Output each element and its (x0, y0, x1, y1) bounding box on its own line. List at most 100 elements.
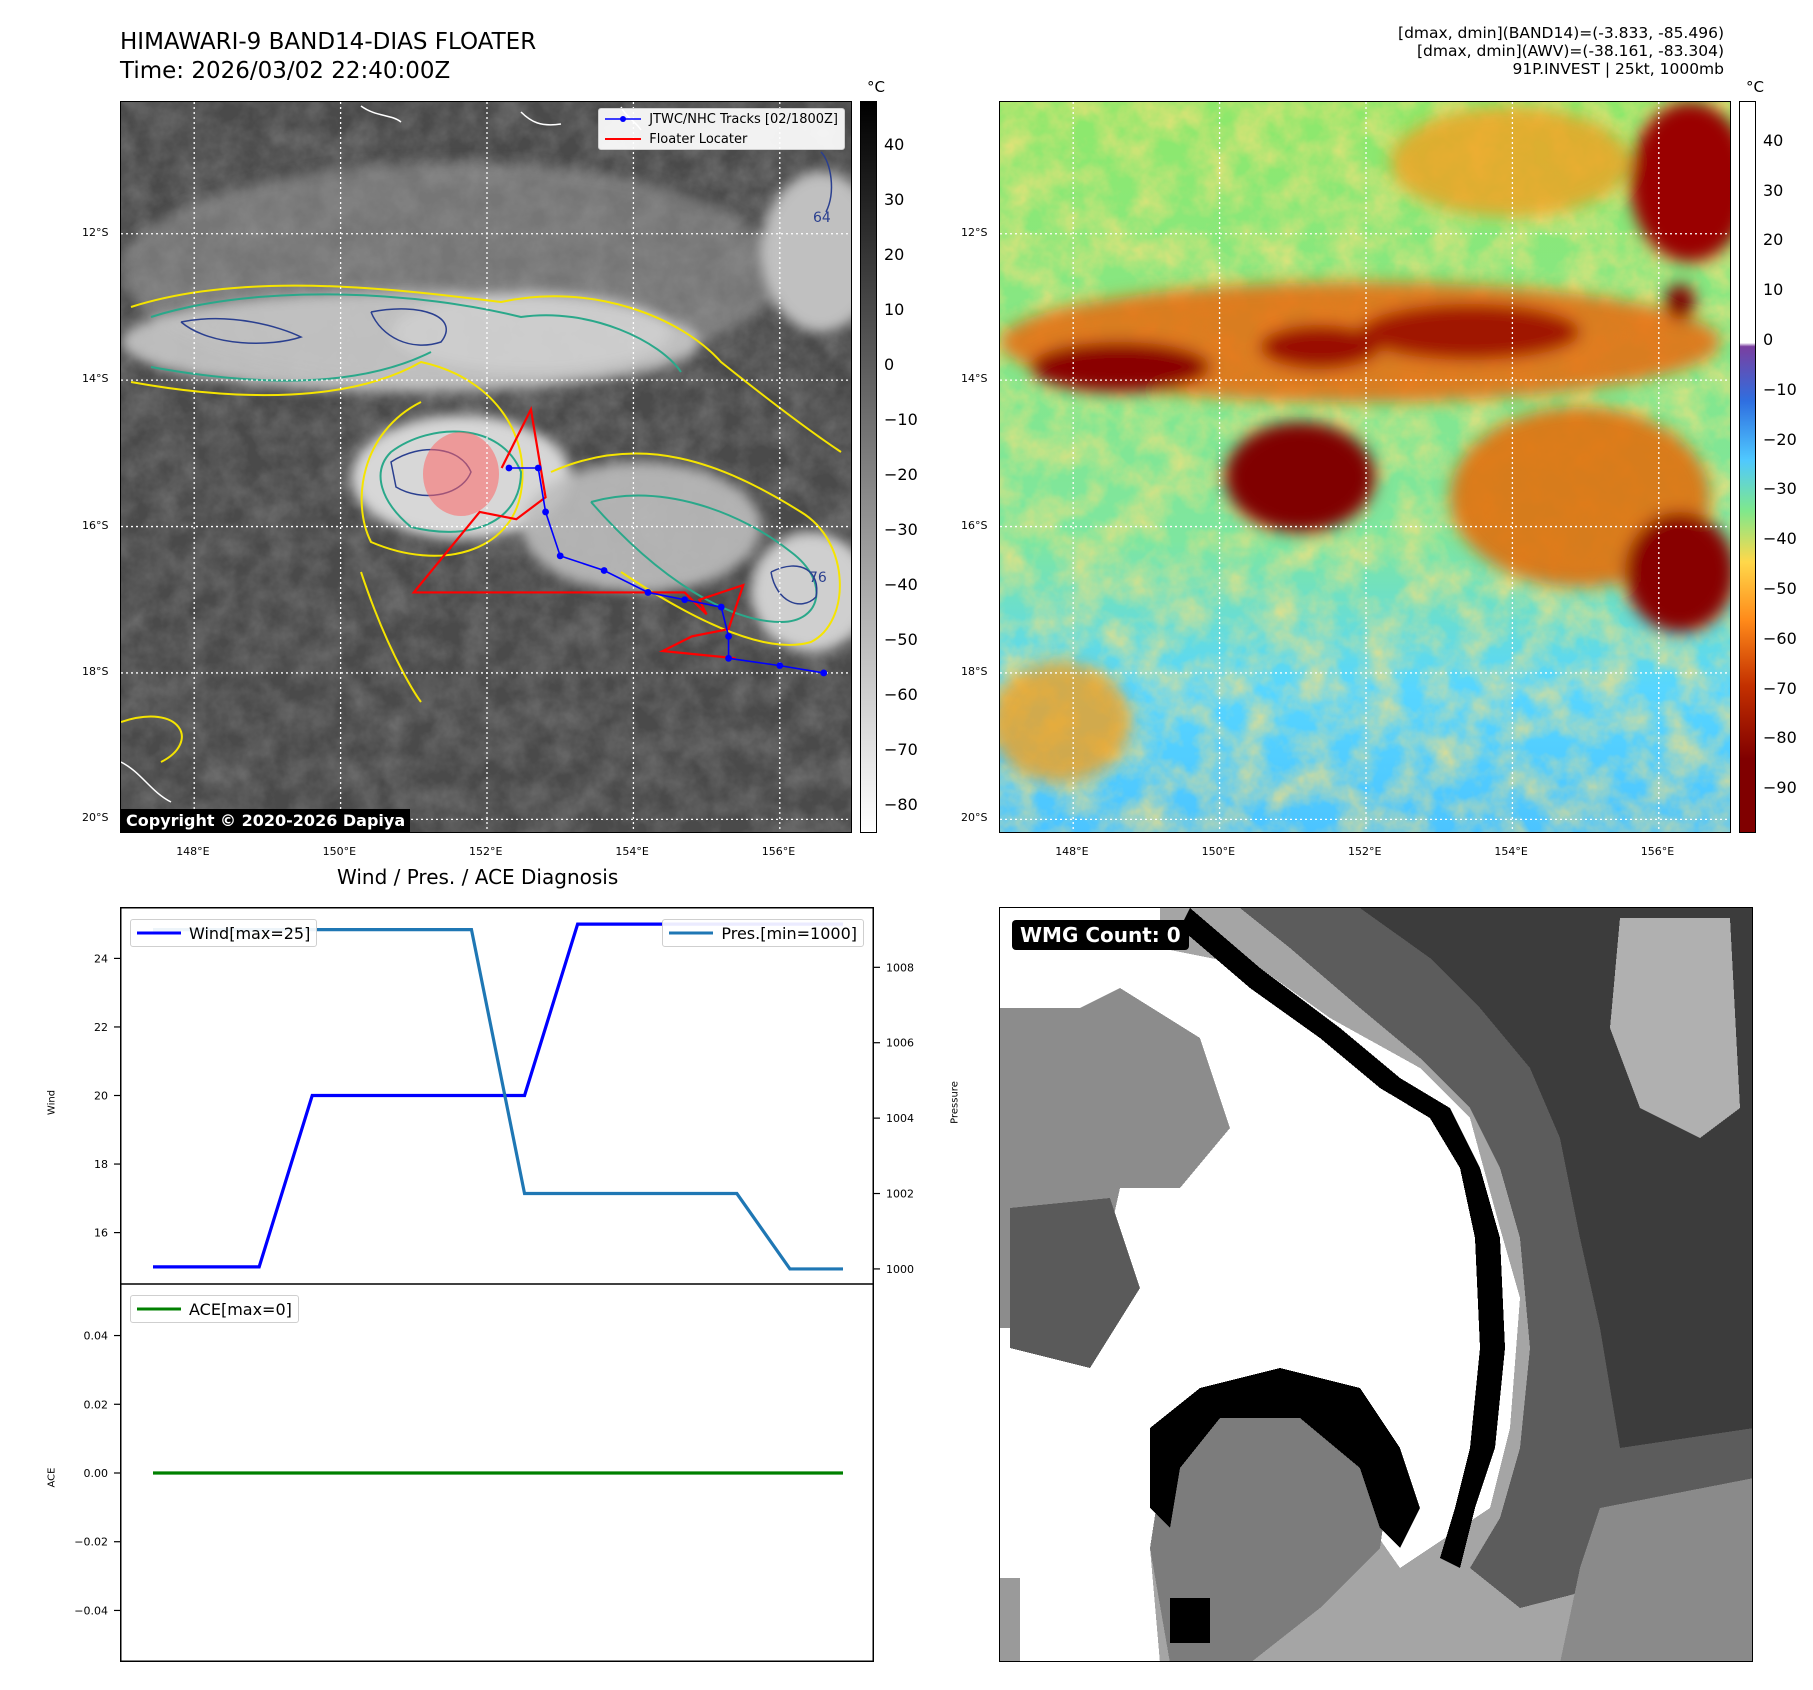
wind-tick-label: 18 (94, 1158, 108, 1171)
colorbar-tick-label: −10 (1763, 379, 1797, 399)
ace-tick-label: −0.02 (74, 1536, 108, 1549)
colorbar-tick-label: −80 (1763, 728, 1797, 748)
diagnosis-title: Wind / Pres. / ACE Diagnosis (337, 865, 619, 889)
lat-tick-label: 14°S (961, 372, 988, 386)
ace-tick-label: 0.00 (84, 1467, 109, 1480)
wind-legend-label: Wind[max=25] (189, 923, 311, 943)
wv-colorbar (1739, 101, 1756, 833)
lat-tick-label: 12°S (961, 225, 988, 239)
colorbar-tick-label: −60 (1763, 628, 1797, 648)
lon-tick-label: 150°E (1201, 845, 1236, 858)
ace-legend: ACE[max=0] (130, 1295, 299, 1323)
title-line-2: Time: 2026/03/02 22:40:00Z (120, 58, 451, 84)
colorbar-tick-label: 40 (1763, 130, 1784, 150)
ace-tick-label: 0.02 (84, 1398, 109, 1411)
colorbar-tick-label: −10 (884, 410, 918, 430)
title-line-1: HIMAWARI-9 BAND14-DIAS FLOATER (120, 29, 537, 55)
colorbar-tick-label: 10 (1763, 280, 1784, 300)
colorbar-tick-label: −70 (884, 740, 918, 760)
copyright-label: Copyright © 2020-2026 Dapiya (121, 809, 411, 832)
lat-tick-label: 20°S (961, 811, 988, 825)
wind-legend: Wind[max=25] (130, 919, 318, 947)
track-point (556, 552, 564, 560)
lat-tick-label: 16°S (961, 518, 988, 532)
wmg-panel: WMG Count: 0 (999, 907, 1753, 1662)
colorbar-tick-label: −80 (884, 795, 918, 815)
colorbar-tick-label: −70 (1763, 678, 1797, 698)
track-point (820, 669, 828, 677)
pressure-legend-label: Pres.[min=1000] (721, 923, 857, 943)
lon-tick-label: 148°E (1055, 845, 1089, 858)
colorbar-tick-label: −50 (884, 630, 918, 650)
lon-tick-label: 152°E (469, 845, 503, 858)
track-point (600, 567, 608, 574)
wv-gridlines (1000, 102, 1730, 832)
pressure-series-line (153, 928, 843, 1271)
lon-tick-label: 148°E (176, 845, 210, 858)
info-line-1: [dmax, dmin](BAND14)=(-3.833, -85.496) (1398, 24, 1724, 42)
info-line-2: [dmax, dmin](AWV)=(-38.161, -83.304) (1417, 42, 1724, 60)
track-point (534, 464, 542, 472)
legend-locator-entry: Floater Locater (599, 129, 844, 149)
colorbar-tick-label: −50 (1763, 579, 1797, 598)
legend-locator-label: Floater Locater (649, 131, 748, 147)
colorbar-tick-label: 20 (1763, 230, 1784, 250)
track-point (542, 508, 549, 516)
lon-tick-label: 150°E (322, 845, 357, 858)
jtwc-nhc-track (505, 464, 828, 677)
track-point (644, 589, 652, 596)
colorbar-tick-label: 40 (884, 135, 905, 155)
wv-moisture-layer (1000, 102, 1730, 782)
wmg-count-label: WMG Count: 0 (1012, 920, 1189, 950)
lon-tick-label: 154°E (615, 845, 649, 858)
track-point (776, 662, 784, 670)
ir-contour-yellow (121, 284, 842, 763)
track-point (725, 654, 732, 662)
contour-label-64: 64 (813, 210, 831, 226)
ir-satellite-panel: 64 76 JTWC/NHC Tracks [02/1800Z] Floater… (120, 101, 852, 833)
wind-axis-label: Wind (46, 1089, 58, 1116)
ace-tick-label: −0.04 (74, 1604, 108, 1617)
wv-satellite-image (1000, 102, 1730, 832)
track-point (717, 603, 725, 611)
colorbar-tick-label: −40 (1763, 529, 1797, 549)
wv-colorbar-unit: °C (1746, 78, 1764, 96)
pressure-tick-label: 1008 (886, 961, 914, 974)
colorbar-tick-label: 0 (884, 355, 895, 375)
legend-tracks-label: JTWC/NHC Tracks [02/1800Z] (649, 111, 838, 127)
lat-tick-label: 16°S (82, 518, 109, 532)
ir-legend: JTWC/NHC Tracks [02/1800Z] Floater Locat… (598, 108, 845, 150)
wv-satellite-panel (999, 101, 1731, 833)
colorbar-tick-label: 10 (884, 300, 905, 320)
ir-satellite-image: 64 76 (121, 102, 851, 832)
pressure-tick-label: 1004 (886, 1112, 914, 1125)
pressure-tick-label: 1006 (886, 1037, 914, 1050)
lon-tick-label: 156°E (1640, 845, 1675, 858)
lon-tick-label: 152°E (1348, 845, 1382, 858)
pressure-axis-label: Pressure (949, 1081, 961, 1124)
ir-gridlines (121, 102, 851, 832)
ir-colorbar-unit: °C (867, 78, 885, 96)
diagnosis-series (153, 922, 843, 1475)
lat-tick-label: 18°S (82, 664, 109, 678)
colorbar-tick-label: −20 (884, 465, 918, 485)
colorbar-tick-label: 30 (1763, 180, 1784, 200)
locator-highlight (423, 432, 499, 516)
colorbar-tick-label: −30 (1763, 479, 1797, 499)
wind-tick-label: 24 (94, 952, 108, 965)
floater-locator-track (411, 405, 745, 660)
pressure-tick-label: 1000 (886, 1263, 914, 1276)
wind-tick-label: 20 (94, 1090, 108, 1103)
pressure-tick-label: 1002 (886, 1188, 914, 1201)
wind-tick-label: 16 (94, 1227, 108, 1240)
ir-contour-navy (180, 151, 833, 605)
track-point (505, 464, 513, 472)
colorbar-tick-label: −30 (884, 520, 918, 540)
contour-label-76: 76 (809, 570, 827, 586)
colorbar-tick-label: −60 (884, 685, 918, 705)
diagnosis-ticks: 24 22 20 18 16 1008 1006 1004 1002 1000 0.04 0.02 0.… (74, 952, 914, 1617)
info-line-3: 91P.INVEST | 25kt, 1000mb (1512, 60, 1724, 78)
figure-info: [dmax, dmin](BAND14)=(-3.833, -85.496) [… (1398, 24, 1724, 78)
colorbar-tick-label: −40 (884, 575, 918, 595)
ace-legend-label: ACE[max=0] (189, 1299, 292, 1319)
